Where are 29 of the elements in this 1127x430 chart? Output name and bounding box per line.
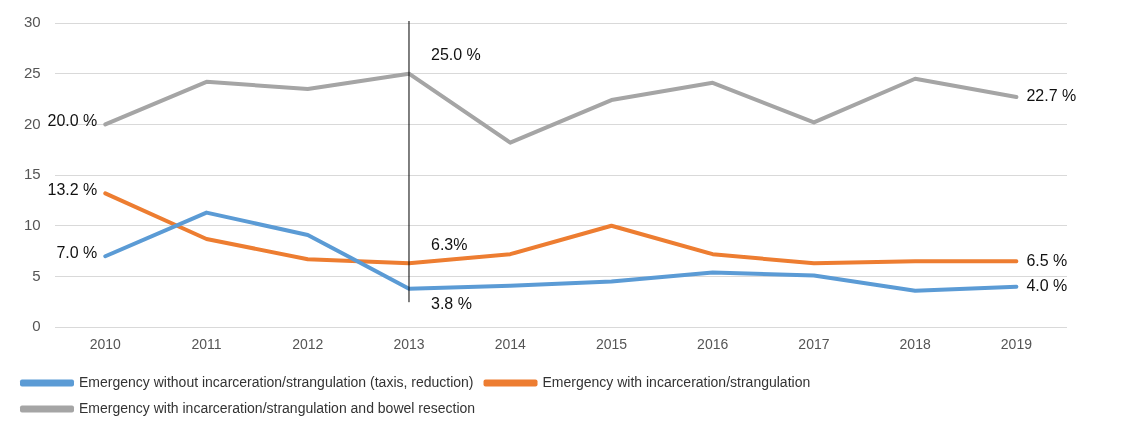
y-tick-label: 0	[32, 317, 41, 335]
y-tick-label: 20	[24, 114, 41, 132]
x-tick-label: 2018	[899, 336, 931, 353]
x-tick-label: 2014	[494, 336, 527, 353]
x-tick-label: 2017	[798, 336, 830, 353]
annotation: 6.5 %	[1026, 251, 1068, 269]
annotation: 13.2 %	[47, 180, 98, 198]
legend-label: Emergency without incarceration/strangulation (taxis, reduction)	[79, 373, 474, 390]
annotation: 6.3%	[430, 235, 468, 253]
x-tick-label: 2010	[89, 336, 122, 353]
y-tick-label: 30	[24, 13, 41, 31]
x-tick-label: 2016	[697, 336, 729, 353]
annotation: 4.0 %	[1026, 277, 1068, 295]
annotation: 3.8 %	[430, 295, 472, 313]
y-tick-label: 5	[32, 266, 41, 284]
annotation: 20.0 %	[47, 111, 98, 129]
y-tick-label: 15	[24, 165, 41, 183]
annotation: 22.7 %	[1026, 87, 1077, 105]
y-tick-label: 25	[24, 63, 41, 81]
x-tick-label: 2019	[1000, 336, 1033, 353]
x-tick-label: 2011	[191, 336, 222, 353]
y-tick-label: 10	[24, 215, 41, 233]
x-tick-label: 2012	[292, 336, 324, 353]
x-tick-label: 2015	[595, 336, 628, 353]
annotation: 7.0 %	[56, 243, 98, 261]
legend-label: Emergency with incarceration/strangulation and bowel resection	[79, 399, 476, 416]
legend-label: Emergency with incarceration/strangulation	[542, 373, 811, 390]
x-tick-label: 2013	[393, 336, 425, 353]
annotation: 25.0 %	[430, 46, 481, 64]
